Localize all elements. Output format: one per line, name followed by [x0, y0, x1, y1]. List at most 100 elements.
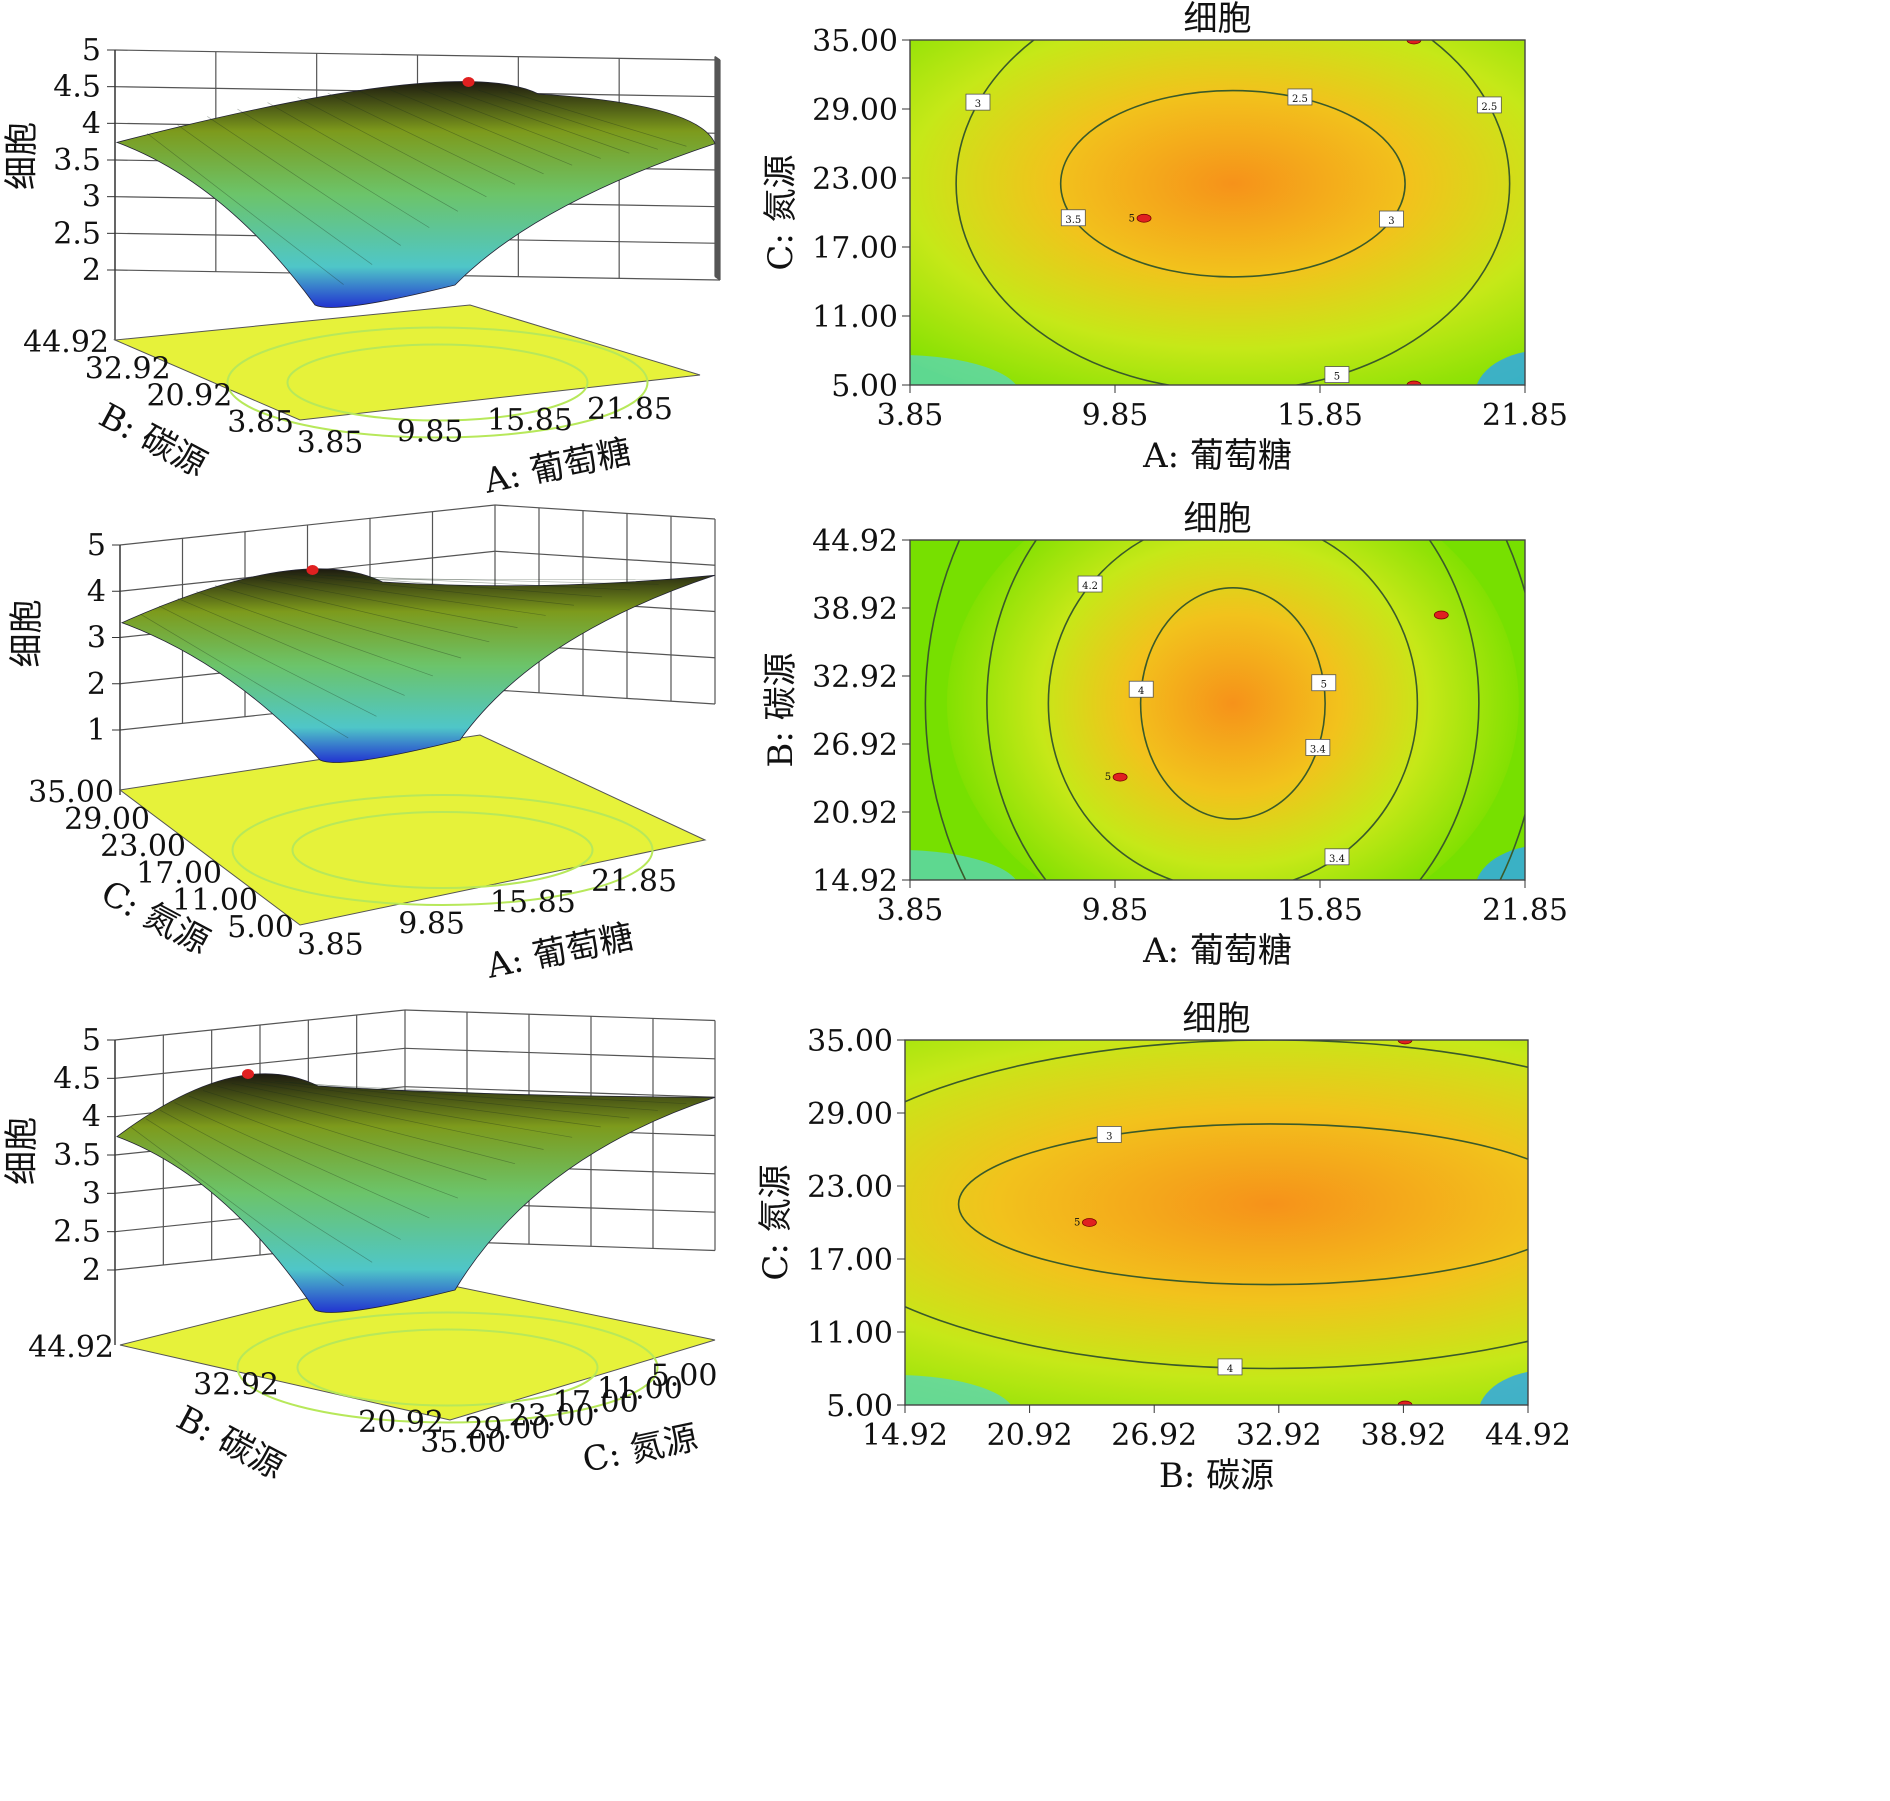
- z-tick-label: 5: [82, 1023, 101, 1058]
- z-tick-label: 3: [82, 1176, 101, 1211]
- label-box: [1077, 575, 1103, 593]
- contour-fill: [910, 40, 1525, 385]
- contour-value-label: 5: [1564, 1071, 1588, 1087]
- z-tick-label: 1: [87, 713, 106, 748]
- label-text: 3: [1106, 1131, 1112, 1142]
- plot-frame: [909, 39, 1526, 386]
- contour-line: [924, 540, 1525, 880]
- z-tick-label: 4: [82, 106, 101, 141]
- x-tick-label: 3.85: [877, 398, 944, 433]
- x-axis-label: A: 葡萄糖: [1142, 436, 1292, 476]
- contour-value-label: 4: [1053, 477, 1077, 493]
- design-point: [1406, 380, 1422, 385]
- x-tick-label: 32.92: [1236, 1418, 1322, 1453]
- mesh-line: [246, 1081, 573, 1138]
- design-point: [306, 565, 319, 575]
- contour-value-label: 4.2: [1077, 575, 1103, 593]
- grid-line: [494, 504, 716, 520]
- x-axis-label: A: 葡萄糖: [1142, 931, 1292, 971]
- mesh-line: [203, 1090, 487, 1181]
- design-point: [1397, 1400, 1413, 1405]
- x-tick-label: 20.92: [987, 1418, 1073, 1453]
- y-tick-label: 14.92: [812, 864, 898, 899]
- y-tick-label: 35.00: [812, 24, 898, 59]
- label-box: [1311, 674, 1337, 692]
- label-box: [1217, 1358, 1243, 1376]
- x-tick-label: 9.85: [397, 414, 464, 449]
- z-tick-label: 2: [82, 253, 101, 288]
- chart-title: 细胞: [1183, 999, 1251, 1039]
- mesh-line: [196, 591, 433, 677]
- design-point: [242, 1069, 254, 1079]
- surface-mesh: [131, 1080, 687, 1287]
- z-tick-label: 2.5: [53, 1215, 101, 1250]
- contour-value-label: 4: [1217, 1358, 1243, 1376]
- y-tick-label: 3.85: [227, 405, 294, 440]
- y-tick-label: 35.00: [28, 775, 114, 810]
- y-tick-label: 5.00: [826, 1389, 893, 1424]
- mesh-line: [231, 1082, 544, 1150]
- floor-contour: [296, 1328, 599, 1407]
- mesh-line: [177, 598, 405, 696]
- z-tick-label: 3.5: [53, 1138, 101, 1173]
- contour-line: [1139, 587, 1326, 820]
- floor-contour: [286, 343, 589, 422]
- z-axis-label: 细胞: [2, 1117, 42, 1185]
- mesh-line: [140, 613, 349, 739]
- contour-value-label: 2.5: [1287, 88, 1313, 106]
- design-point: [1082, 1218, 1097, 1227]
- contour-line: [986, 540, 1480, 880]
- mesh-line: [159, 1109, 401, 1240]
- x-axis-label: A: 葡萄糖: [482, 917, 637, 987]
- surface-mesh: [146, 87, 687, 285]
- mesh-line: [233, 580, 490, 643]
- grid-line: [494, 689, 716, 705]
- mesh-line: [260, 1080, 601, 1128]
- floor-plane: [113, 304, 701, 421]
- y-tick-label: 17.00: [812, 231, 898, 266]
- label-box: [1128, 680, 1154, 698]
- mesh-line: [146, 133, 344, 285]
- y-tick-label: 11.00: [812, 300, 898, 335]
- low-region: [1479, 1371, 1528, 1405]
- design-point: [462, 77, 475, 87]
- y-tick-label: 23.00: [812, 162, 898, 197]
- label-box: [1564, 1071, 1588, 1087]
- y-tick-label: 38.92: [812, 592, 898, 627]
- chart-title: 细胞: [1184, 0, 1252, 39]
- z-tick-label: 5: [87, 528, 106, 563]
- y-tick-label: 29.00: [812, 93, 898, 128]
- surface-plot-3: 54.543.532.52细胞35.0029.0023.0017.0011.00…: [2, 1009, 717, 1487]
- mesh-line: [308, 573, 603, 598]
- response-surface: [116, 1073, 716, 1313]
- mesh-line: [267, 102, 459, 212]
- x-tick-label: 3.85: [877, 893, 944, 928]
- z-tick-label: 4.5: [53, 1061, 101, 1096]
- z-axis-label: 细胞: [2, 122, 42, 190]
- x-tick-label: 15.85: [487, 403, 573, 438]
- mesh-line: [159, 605, 377, 717]
- y-axis-label: B: 碳源: [170, 1398, 291, 1487]
- y-tick-label: 29.00: [807, 1097, 893, 1132]
- contour-fill: [905, 1040, 1528, 1405]
- x-tick-label: 9.85: [1082, 398, 1149, 433]
- label-text: 3.5: [686, 1262, 702, 1273]
- y-tick-label: 20.92: [146, 378, 232, 413]
- y-tick-label: 44.92: [23, 325, 109, 360]
- z-tick-label: 2: [82, 1253, 101, 1288]
- label-text: 4.2: [1082, 581, 1098, 592]
- grid-line: [404, 1009, 716, 1022]
- y-tick-label: 44.92: [812, 524, 898, 559]
- surface-mesh: [140, 573, 687, 739]
- mesh-line: [174, 1102, 430, 1219]
- design-point-label: 5: [1074, 1218, 1080, 1229]
- floor-contour: [236, 1311, 659, 1424]
- y-tick-label: 23.00: [100, 829, 186, 864]
- low-region: [910, 355, 1017, 385]
- contour-value-label: 5: [1324, 366, 1350, 383]
- label-text: 3.6: [1232, 971, 1248, 982]
- z-tick-label: 5: [82, 33, 101, 68]
- design-point-label: 5: [1105, 772, 1111, 783]
